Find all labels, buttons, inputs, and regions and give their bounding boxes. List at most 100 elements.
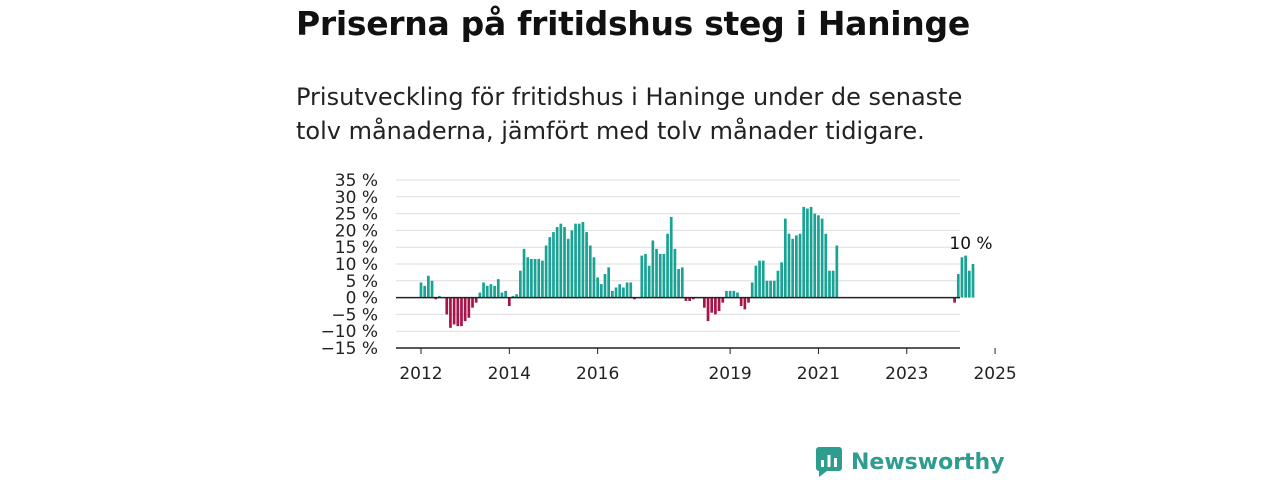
- bar: [736, 292, 739, 298]
- bar: [581, 222, 585, 298]
- newsworthy-logo-icon: [816, 447, 842, 477]
- y-axis-ticks: 35 %30 %25 %20 %15 %10 %5 %0 %−5 %−10 %−…: [321, 171, 378, 359]
- bar: [677, 269, 680, 298]
- last-value-label: 10 %: [949, 234, 992, 254]
- bar: [544, 245, 548, 298]
- bar: [515, 294, 519, 298]
- bar: [956, 274, 960, 298]
- x-tick-label: 2014: [488, 364, 531, 384]
- bar: [449, 297, 452, 328]
- bar: [485, 285, 489, 298]
- bar: [761, 260, 765, 298]
- bar: [688, 297, 691, 301]
- x-axis-ticks: 2012 2014 2016 2019 2021 2023 2025: [399, 348, 1017, 384]
- bar: [802, 206, 806, 298]
- bar: [474, 297, 478, 303]
- bar: [585, 232, 588, 298]
- bars: [419, 206, 975, 328]
- bar: [721, 297, 725, 303]
- bar: [434, 297, 438, 300]
- bar: [806, 208, 809, 298]
- bar: [817, 215, 820, 298]
- bar: [780, 262, 783, 298]
- bar: [478, 292, 482, 298]
- bar: [813, 213, 817, 298]
- y-tick-label: 5 %: [346, 272, 378, 292]
- bar: [680, 267, 684, 298]
- bar: [555, 227, 559, 298]
- bar: [533, 258, 537, 298]
- bar: [463, 297, 467, 322]
- bar: [791, 238, 795, 298]
- bar: [471, 297, 474, 308]
- bar: [658, 253, 662, 298]
- bar: [430, 280, 434, 298]
- bar: [537, 258, 541, 298]
- axes: [396, 296, 960, 349]
- bar: [496, 279, 500, 298]
- bar: [563, 227, 566, 298]
- bar: [717, 297, 721, 312]
- x-tick-label: 2012: [399, 364, 442, 384]
- bar: [511, 295, 515, 298]
- bar: [747, 297, 750, 303]
- bar: [809, 206, 813, 298]
- y-tick-label: 20 %: [335, 221, 378, 241]
- bar: [706, 297, 710, 322]
- x-tick-label: 2016: [576, 364, 619, 384]
- bar: [522, 248, 526, 298]
- bar: [820, 218, 824, 298]
- bar: [541, 260, 544, 298]
- bar: [647, 265, 651, 298]
- bar: [519, 270, 522, 298]
- bar: [772, 280, 776, 298]
- y-tick-label: 25 %: [335, 205, 378, 225]
- bar: [971, 264, 975, 298]
- x-tick-label: 2023: [885, 364, 928, 384]
- bar: [460, 297, 463, 327]
- bar: [964, 255, 967, 298]
- bar: [835, 245, 839, 298]
- bar: [662, 253, 666, 298]
- bar: [588, 245, 592, 298]
- bar: [714, 297, 717, 315]
- bar: [691, 297, 695, 300]
- bar: [504, 290, 507, 298]
- bar: [640, 255, 644, 298]
- bar: [596, 277, 599, 298]
- bar: [452, 297, 456, 325]
- bar: [633, 297, 636, 300]
- y-tick-label: 15 %: [335, 238, 378, 258]
- bar: [669, 216, 673, 298]
- bar: [776, 270, 780, 298]
- price-change-chart: 35 %30 %25 %20 %15 %10 %5 %0 %−5 %−10 %−…: [321, 171, 1017, 384]
- bar: [427, 275, 430, 298]
- bar: [467, 297, 471, 318]
- bar: [622, 287, 625, 298]
- bar: [765, 280, 769, 298]
- bar: [953, 297, 956, 303]
- bar: [552, 232, 555, 298]
- y-tick-label: −5 %: [331, 305, 378, 325]
- bar: [732, 290, 736, 298]
- bar: [530, 258, 533, 298]
- bar: [577, 223, 581, 298]
- bar: [684, 297, 688, 301]
- bar: [824, 233, 828, 298]
- bar: [960, 257, 964, 298]
- bar: [489, 284, 493, 298]
- bar: [967, 270, 971, 298]
- bar: [651, 240, 655, 298]
- bar: [603, 274, 607, 298]
- chart-subtitle: Prisutveckling för fritidshus i Haninge …: [296, 83, 963, 145]
- grid-lines: [396, 179, 960, 349]
- bar: [787, 233, 791, 298]
- y-tick-label: 0 %: [346, 289, 378, 309]
- bar: [725, 290, 728, 298]
- bar: [783, 218, 787, 298]
- bar: [754, 265, 758, 298]
- y-tick-label: −10 %: [321, 322, 378, 342]
- bar: [758, 260, 761, 298]
- bar: [559, 223, 563, 298]
- bar: [828, 270, 831, 298]
